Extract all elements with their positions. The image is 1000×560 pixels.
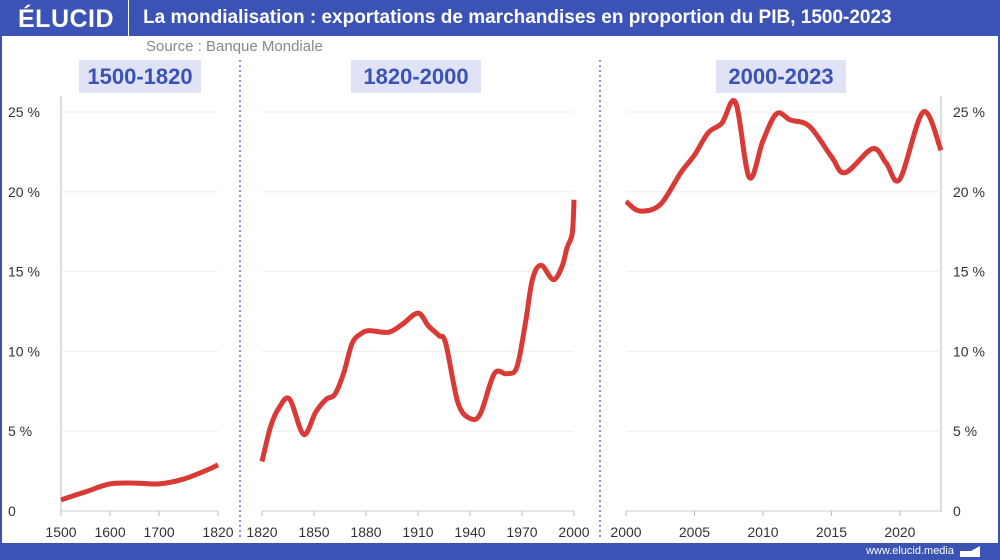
- y-tick-label-left: 20 %: [8, 184, 40, 200]
- y-tick-label-left: 0: [8, 503, 16, 519]
- header-bar: ÉLUCID La mondialisation : exportations …: [0, 0, 1000, 36]
- period-label-1: 1500-1820: [79, 60, 201, 93]
- y-tick-label-left: 25 %: [8, 104, 40, 120]
- x-tick-label: 1500: [45, 524, 76, 540]
- source-note: Source : Banque Mondiale: [146, 38, 323, 55]
- x-tick-label: 2015: [816, 524, 847, 540]
- y-tick-label-right: 5 %: [953, 423, 977, 439]
- period-label-3: 2000-2023: [716, 60, 846, 93]
- x-tick-label: 2000: [610, 524, 641, 540]
- y-tick-label-left: 5 %: [8, 423, 32, 439]
- y-tick-label-right: 20 %: [953, 184, 985, 200]
- x-tick-label: 1820: [246, 524, 277, 540]
- y-tick-label-right: 10 %: [953, 343, 985, 359]
- period-label-2: 1820-2000: [351, 60, 481, 93]
- x-tick-label: 1940: [454, 524, 485, 540]
- logo: ÉLUCID: [0, 0, 130, 36]
- footer-url[interactable]: www.elucid.media: [865, 545, 954, 557]
- series-line-2: [259, 199, 577, 463]
- y-tick-label-right: 15 %: [953, 264, 985, 280]
- footer-bar: www.elucid.media: [0, 543, 1000, 560]
- y-tick-label-left: 15 %: [8, 264, 40, 280]
- x-tick-label: 2010: [747, 524, 778, 540]
- y-tick-label-right: 25 %: [953, 104, 985, 120]
- y-tick-label-left: 10 %: [8, 343, 40, 359]
- chart-title: La mondialisation : exportations de marc…: [143, 7, 892, 28]
- x-tick-label: 1970: [506, 524, 537, 540]
- x-tick-label: 1700: [144, 524, 175, 540]
- series-line-1: [60, 462, 220, 503]
- x-tick-label: 1910: [402, 524, 433, 540]
- x-tick-label: 1880: [350, 524, 381, 540]
- x-tick-label: 2000: [558, 524, 589, 540]
- y-tick-label-right: 0: [953, 503, 961, 519]
- x-tick-label: 2020: [884, 524, 915, 540]
- x-tick-label: 2005: [679, 524, 710, 540]
- x-tick-label: 1600: [94, 524, 125, 540]
- elucid-flag-icon: [960, 546, 980, 557]
- x-tick-label: 1820: [202, 524, 233, 540]
- x-tick-label: 1850: [298, 524, 329, 540]
- series-line-3: [624, 98, 944, 214]
